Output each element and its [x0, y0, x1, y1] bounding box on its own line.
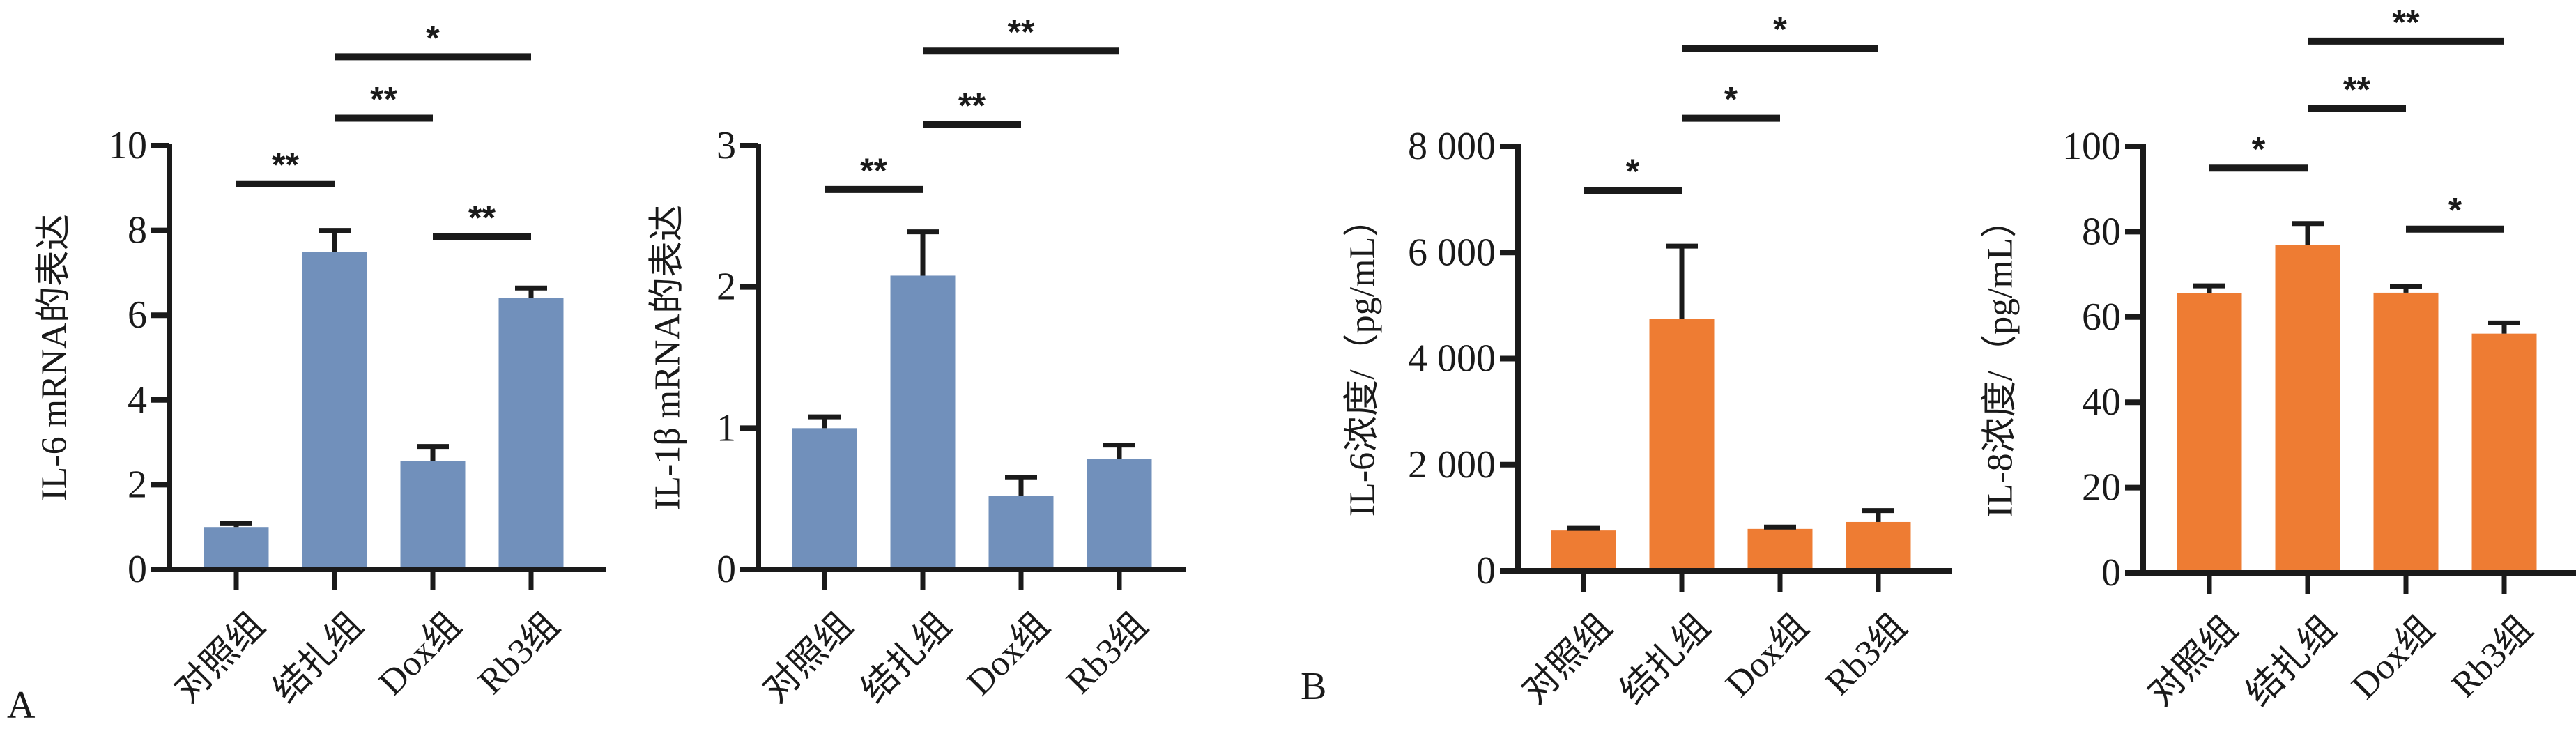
- x-category-label: 结扎组: [2239, 609, 2344, 714]
- significance-label: **: [468, 199, 496, 238]
- panel-letter-a: A: [7, 684, 36, 727]
- bar-2: [1649, 319, 1715, 571]
- y-tick-label: 20: [2082, 466, 2121, 509]
- y-axis-title: IL-1β mRNA的表达: [648, 205, 688, 510]
- x-category-label: Dox组: [960, 606, 1057, 703]
- x-category-label: Rb3组: [1059, 606, 1156, 702]
- panel-letter-b: B: [1301, 665, 1326, 708]
- y-tick-label: 4: [128, 378, 147, 422]
- y-tick-label: 8 000: [1408, 125, 1496, 168]
- bar-4: [498, 298, 564, 569]
- x-category-label: 结扎组: [1613, 607, 1718, 712]
- y-tick-label: 10: [108, 124, 147, 167]
- significance-label: *: [1626, 152, 1640, 191]
- y-tick-label: 1: [716, 406, 736, 450]
- bar-1: [1551, 530, 1616, 571]
- significance-label: *: [426, 18, 440, 57]
- x-category-label: 对照组: [1515, 607, 1620, 712]
- bar-3: [1747, 528, 1813, 571]
- significance-label: *: [2448, 191, 2462, 230]
- chart-il6-concentration: IL-6浓度/（pg/mL） 0 2 000 4 000 6 000 8 000 对照组结…: [1343, 10, 1952, 712]
- y-tick-label: 40: [2082, 381, 2121, 424]
- y-tick-label: 2: [128, 463, 147, 506]
- y-tick-label: 80: [2082, 210, 2121, 253]
- bar-4: [2471, 333, 2537, 573]
- y-tick-label: 8: [128, 209, 147, 252]
- y-axis-title: IL-8浓度/（pg/mL）: [1981, 201, 2021, 518]
- x-category-label: 结扎组: [266, 606, 371, 711]
- y-tick-label: 100: [2062, 125, 2121, 168]
- significance-label: **: [2393, 3, 2420, 42]
- bar-4: [1846, 521, 1911, 571]
- bar-1: [2177, 293, 2242, 573]
- x-category-label: Rb3组: [471, 606, 567, 702]
- significance-label: **: [272, 146, 299, 185]
- y-tick-label: 6: [128, 293, 147, 337]
- y-tick-label: 0: [2101, 551, 2121, 594]
- bar-4: [1087, 459, 1152, 569]
- y-tick-label: 4 000: [1408, 337, 1496, 381]
- bar-3: [400, 461, 466, 569]
- x-category-label: 对照组: [167, 606, 273, 711]
- significance-label: **: [2343, 70, 2370, 109]
- y-tick-label: 6 000: [1408, 231, 1496, 274]
- x-category-label: 对照组: [756, 606, 861, 711]
- y-tick-label: 60: [2082, 296, 2121, 339]
- y-axis-title: IL-6浓度/（pg/mL）: [1343, 201, 1383, 517]
- x-category-label: Dox组: [2345, 609, 2442, 707]
- bar-1: [792, 428, 857, 569]
- bar-3: [2373, 292, 2439, 573]
- y-tick-label: 0: [716, 548, 736, 591]
- bar-3: [988, 496, 1054, 569]
- y-tick-label: 0: [128, 548, 147, 591]
- y-tick-label: 3: [716, 124, 736, 167]
- significance-label: *: [1773, 10, 1787, 49]
- x-category-label: Dox组: [371, 606, 469, 703]
- x-category-label: 对照组: [2140, 609, 2246, 714]
- x-category-label: 结扎组: [854, 606, 959, 711]
- bar-2: [890, 275, 956, 569]
- significance-label: **: [1008, 13, 1035, 52]
- bar-1: [204, 527, 269, 569]
- x-category-label: Rb3组: [2444, 609, 2540, 705]
- x-category-label: Rb3组: [1818, 607, 1915, 703]
- significance-label: **: [958, 86, 986, 125]
- y-tick-label: 0: [1476, 549, 1496, 592]
- y-tick-label: 2 000: [1408, 443, 1496, 486]
- bar-2: [2275, 245, 2340, 573]
- x-category-label: Dox组: [1719, 607, 1816, 705]
- bar-2: [302, 252, 367, 569]
- y-axis-title: IL-6 mRNA的表达: [35, 214, 75, 501]
- y-tick-label: 2: [716, 266, 736, 309]
- significance-label: **: [370, 79, 397, 118]
- significance-label: *: [2252, 130, 2266, 169]
- significance-label: *: [1724, 80, 1738, 119]
- significance-label: **: [860, 151, 887, 190]
